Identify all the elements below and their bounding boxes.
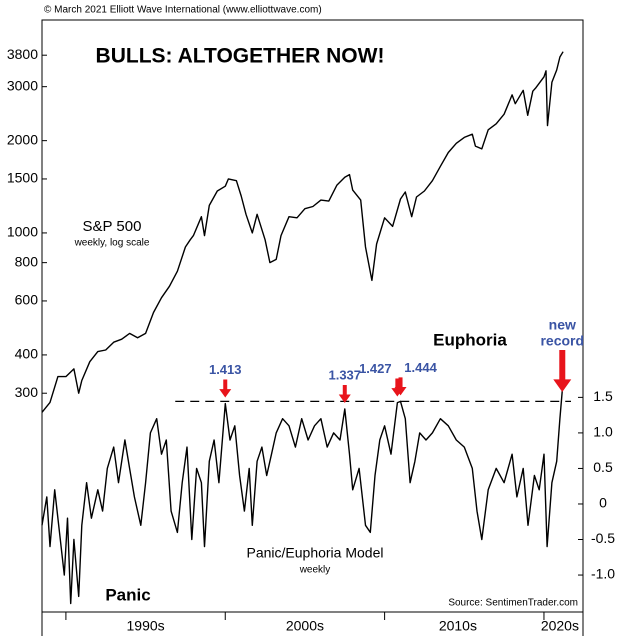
series-subtitle: weekly: [299, 565, 331, 576]
series-label: Panic/Euphoria Model: [247, 545, 384, 561]
y-tick-label: 400: [15, 346, 39, 362]
y-tick-label: 300: [15, 384, 39, 400]
x-tick-label: 2000s: [286, 618, 324, 634]
annotation-label: 1.444: [404, 360, 437, 375]
annotation-label: 1.427: [359, 361, 392, 376]
annotation-label: 1.337: [328, 367, 361, 382]
record-label: new: [549, 317, 576, 333]
y-tick-label: 800: [15, 253, 39, 269]
y-tick-label: 2000: [7, 131, 38, 147]
series-subtitle: weekly, log scale: [74, 238, 150, 249]
zone-label: Euphoria: [433, 330, 507, 349]
y2-tick-label: -0.5: [591, 530, 615, 546]
arrow: [338, 384, 351, 403]
y2-tick-label: 1.5: [593, 388, 613, 404]
y-tick-label: 3800: [7, 46, 38, 62]
y2-tick-label: 0.5: [593, 459, 613, 475]
y2-tick-label: -1.0: [591, 566, 615, 582]
y-tick-label: 600: [15, 292, 39, 308]
y-tick-label: 1500: [7, 170, 38, 186]
copyright: © March 2021 Elliott Wave International …: [44, 5, 322, 16]
record-label: record: [540, 333, 584, 349]
zone-label: Panic: [105, 585, 150, 604]
y-tick-label: 1000: [7, 224, 38, 240]
y2-tick-label: 1.0: [593, 424, 613, 440]
source: Source: SentimenTrader.com: [448, 598, 578, 609]
series-line: [41, 390, 563, 605]
x-tick-label: 1990s: [127, 618, 165, 634]
y-tick-label: 3000: [7, 77, 38, 93]
chart-title: BULLS: ALTOGETHER NOW!: [96, 45, 385, 68]
series-line: [41, 51, 564, 413]
x-tick-label: 2010s: [439, 618, 477, 634]
arrow: [553, 350, 572, 392]
arrow: [219, 379, 232, 398]
x-tick-label: 2020s: [541, 618, 579, 634]
arrow: [394, 377, 407, 396]
series-label: S&P 500: [83, 218, 142, 235]
plot-frame: [41, 19, 584, 613]
annotation-label: 1.413: [209, 362, 242, 377]
y2-tick-label: 0: [599, 495, 607, 511]
